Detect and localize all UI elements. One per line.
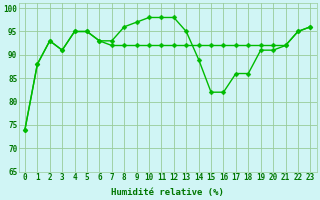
X-axis label: Humidité relative (%): Humidité relative (%) <box>111 188 224 197</box>
